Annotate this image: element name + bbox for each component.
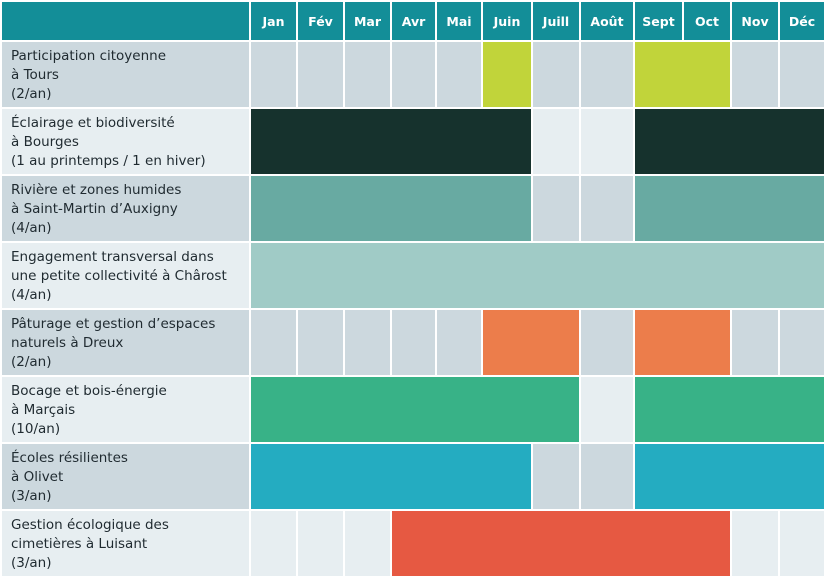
activity-bar [483, 42, 531, 107]
row-label: Pâturage et gestion d’espaces naturels à … [2, 310, 249, 375]
row-label-line: naturels à Dreux [11, 335, 124, 351]
activity-bar [392, 511, 730, 576]
row-label: Écoles résilientes à Olivet (3/an) [2, 444, 249, 509]
row-label-line: une petite collectivité à Chârost [11, 268, 227, 284]
header-corner [2, 2, 249, 40]
row-label-line: Rivière et zones humides [11, 182, 182, 198]
month-header-2: Mar [345, 2, 390, 40]
month-cell [533, 444, 579, 509]
month-cell [732, 42, 778, 107]
row-label: Éclairage et biodiversité à Bourges (1 au … [2, 109, 249, 174]
month-header-5: Juin [483, 2, 531, 40]
activity-bar [635, 109, 824, 174]
row-label-line: (3/an) [11, 488, 52, 504]
month-cell [392, 310, 435, 375]
month-header-4: Mai [437, 2, 481, 40]
month-cell [533, 176, 579, 241]
row-label: Rivière et zones humides à Saint-Martin d… [2, 176, 249, 241]
month-cell [732, 511, 778, 576]
activity-bar [635, 42, 730, 107]
row-label-line: Écoles résilientes [11, 450, 128, 466]
row-label: Bocage et bois-énergie à Marçais (10/an) [2, 377, 249, 442]
month-header-8: Sept [635, 2, 682, 40]
row-label-line: (4/an) [11, 220, 52, 236]
row-label: Engagement transversal dans une petite co… [2, 243, 249, 308]
month-cell [581, 444, 633, 509]
activity-bar [251, 176, 531, 241]
month-cell [251, 511, 296, 576]
month-cell [533, 42, 579, 107]
activity-bar [251, 377, 579, 442]
month-cell [780, 511, 824, 576]
row-label-line: à Olivet [11, 469, 64, 485]
month-header-10: Nov [732, 2, 778, 40]
month-cell [581, 377, 633, 442]
row-label-line: à Tours [11, 67, 59, 83]
row-label-line: Pâturage et gestion d’espaces [11, 316, 216, 332]
row-label-line: Gestion écologique des [11, 517, 169, 533]
month-cell [298, 511, 343, 576]
month-cell [251, 310, 296, 375]
row-label-line: (2/an) [11, 354, 52, 370]
activity-bar [635, 377, 824, 442]
month-cell [437, 42, 481, 107]
month-cell [251, 42, 296, 107]
month-cell [581, 176, 633, 241]
month-cell [345, 310, 390, 375]
row-label-line: Engagement transversal dans [11, 249, 214, 265]
activity-bar [483, 310, 579, 375]
month-header-7: Août [581, 2, 633, 40]
month-cell [581, 109, 633, 174]
month-cell [533, 109, 579, 174]
month-cell [298, 310, 343, 375]
month-cell [581, 310, 633, 375]
month-header-3: Avr [392, 2, 435, 40]
activity-bar [635, 444, 824, 509]
month-cell [392, 42, 435, 107]
row-label-line: Bocage et bois-énergie [11, 383, 167, 399]
row-label: Participation citoyenne à Tours (2/an) [2, 42, 249, 107]
month-cell [345, 511, 390, 576]
row-label-line: (10/an) [11, 421, 61, 437]
activity-bar [251, 109, 531, 174]
month-cell [437, 310, 481, 375]
row-label-line: Éclairage et biodiversité [11, 115, 175, 131]
month-cell [780, 42, 824, 107]
row-label-line: à Bourges [11, 134, 79, 150]
month-cell [780, 310, 824, 375]
row-label: Gestion écologique des cimetières à Luisa… [2, 511, 249, 576]
month-header-0: Jan [251, 2, 296, 40]
activity-bar [251, 243, 824, 308]
row-label-line: Participation citoyenne [11, 48, 167, 64]
row-label-line: à Saint-Martin d’Auxigny [11, 201, 178, 217]
activity-bar [635, 310, 730, 375]
activity-bar [251, 444, 531, 509]
month-header-1: Fév [298, 2, 343, 40]
month-cell [581, 42, 633, 107]
row-label-line: (3/an) [11, 555, 52, 571]
row-label-line: (4/an) [11, 287, 52, 303]
row-label-line: (1 au printemps / 1 en hiver) [11, 153, 206, 169]
month-header-6: Juill [533, 2, 579, 40]
row-label-line: cimetières à Luisant [11, 536, 148, 552]
month-cell [298, 42, 343, 107]
month-cell [732, 310, 778, 375]
activity-bar [635, 176, 824, 241]
row-label-line: (2/an) [11, 86, 52, 102]
month-header-11: Déc [780, 2, 824, 40]
month-header-9: Oct [684, 2, 730, 40]
month-cell [345, 42, 390, 107]
row-label-line: à Marçais [11, 402, 76, 418]
